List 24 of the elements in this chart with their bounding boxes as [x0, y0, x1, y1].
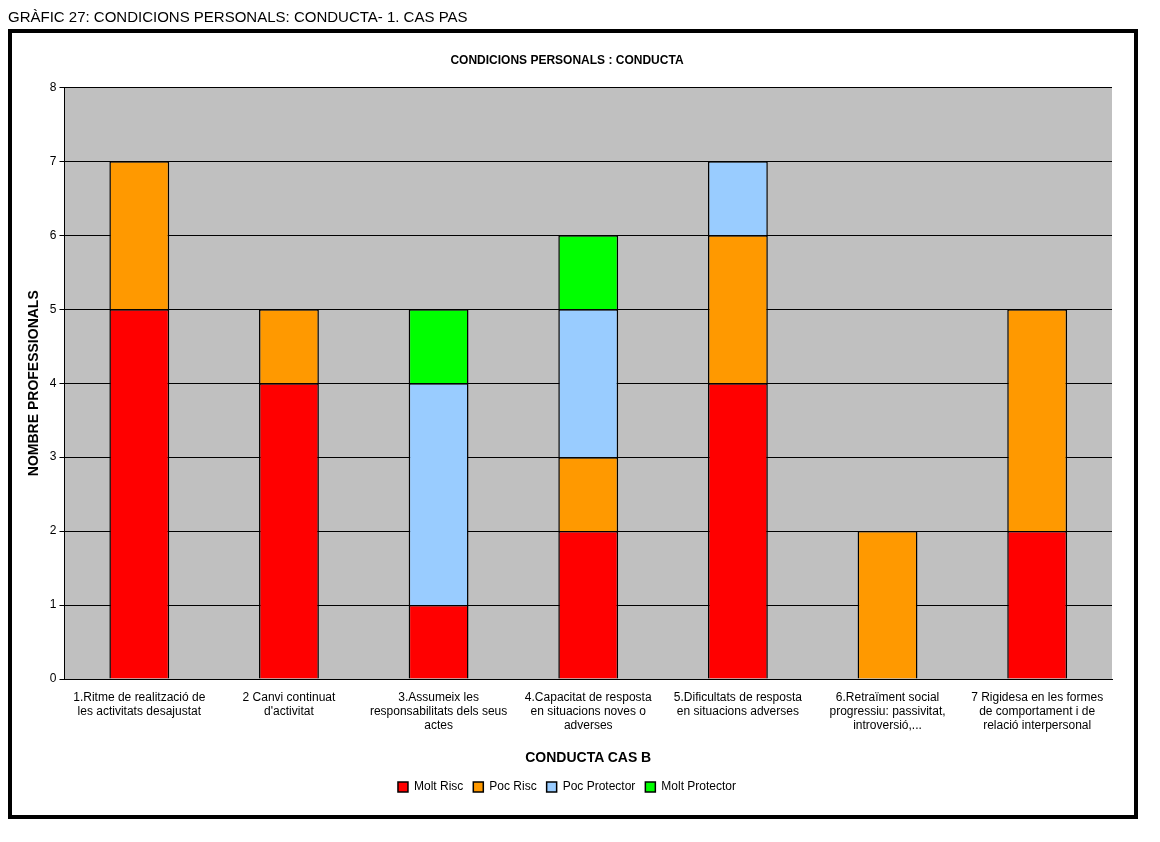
- y-tick-label: 2: [49, 523, 57, 538]
- x-tick-label: 7 Rigidesa en les formes de comportament i de relació interpersonal: [971, 689, 1104, 733]
- legend-label: Poc Protector: [562, 779, 636, 794]
- x-tick-label: 6.Retraïment social progressiu: passivitat, introversió,...: [829, 689, 946, 733]
- legend-label: Molt Protector: [661, 779, 737, 794]
- y-tick-label: 7: [49, 153, 57, 168]
- x-tick-label: 5.Dificultats de resposta en situacions adverses: [673, 689, 803, 718]
- x-tick-label: 3.Assumeix les responsabilitats dels seus actes: [369, 689, 508, 733]
- legend-label: Poc Risc: [489, 779, 537, 794]
- x-axis-title: CONDUCTA CAS B: [525, 749, 652, 766]
- y-tick-label: 3: [49, 449, 57, 464]
- x-tick-label: 4.Capacitat de resposta en situacions noves o adverses: [524, 689, 652, 733]
- x-tick-label: 2 Canvi continuat d'activitat: [242, 689, 336, 718]
- y-tick-label: 8: [49, 79, 57, 94]
- x-tick-label: 1.Ritme de realització de les activitats desajustat: [73, 689, 206, 718]
- y-axis-title: NOMBRE PROFESSIONALS: [25, 290, 42, 477]
- y-tick-label: 6: [49, 227, 57, 242]
- y-tick-label: 0: [49, 671, 57, 686]
- text: GRÀFIC 27: CONDICIONS PERSONALS: CONDUCTA- 1. CAS PAS: [8, 8, 469, 25]
- legend-label: Molt Risc: [413, 779, 464, 794]
- y-tick-label: 1: [49, 597, 57, 612]
- y-tick-label: 5: [49, 301, 57, 316]
- y-tick-label: 4: [49, 375, 57, 390]
- chart-title: CONDICIONS PERSONALS : CONDUCTA: [450, 52, 684, 67]
